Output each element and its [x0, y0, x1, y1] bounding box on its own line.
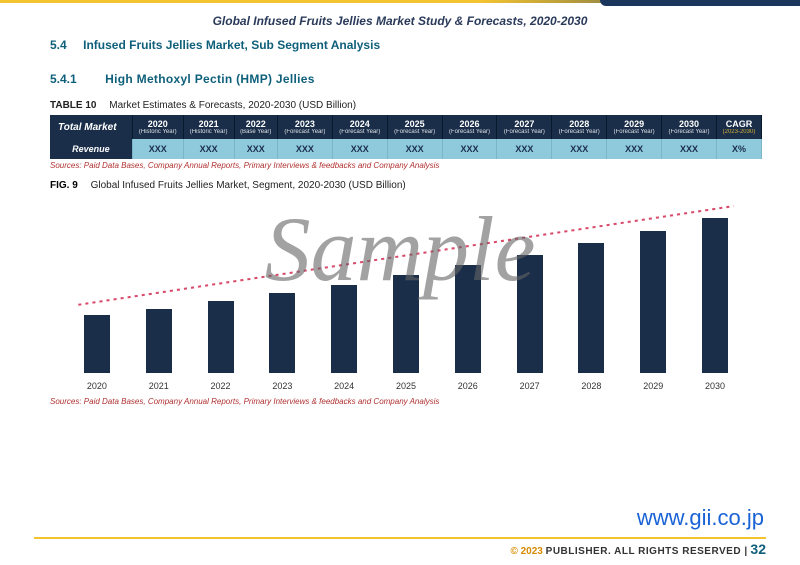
- year-col-6: 2026(Forecast Year): [442, 115, 497, 139]
- x-label: 2029: [622, 381, 684, 391]
- market-table: Total Market 2020(Historic Year) 2021(Hi…: [50, 115, 762, 159]
- bar: [208, 301, 234, 373]
- cell-8: XXX: [552, 139, 607, 159]
- bar: [578, 243, 604, 373]
- cell-5: XXX: [387, 139, 442, 159]
- copyright: © 2023: [510, 546, 542, 557]
- year-col-2: 2022(Base Year): [234, 115, 277, 139]
- figure-caption: FIG. 9 Global Infused Fruits Jellies Mar…: [50, 180, 762, 191]
- x-label: 2025: [375, 381, 437, 391]
- section-number: 5.4: [50, 38, 67, 52]
- table-data-row: Revenue XXX XXX XXX XXX XXX XXX XXX XXX …: [50, 139, 762, 159]
- year-col-5: 2025(Forecast Year): [387, 115, 442, 139]
- x-label: 2024: [313, 381, 375, 391]
- bar: [640, 231, 666, 373]
- year-col-8: 2028(Forecast Year): [552, 115, 607, 139]
- x-axis-labels: 2020202120222023202420252026202720282029…: [60, 381, 752, 391]
- bar-col: [622, 231, 684, 373]
- x-label: 2030: [684, 381, 746, 391]
- bar-col: [190, 301, 252, 373]
- subsection-number: 5.4.1: [50, 72, 77, 86]
- lead-header-top: Total Market: [58, 122, 117, 133]
- cell-10: XXX: [662, 139, 717, 159]
- x-label: 2023: [251, 381, 313, 391]
- bar-col: [313, 285, 375, 373]
- cagr-header: CAGR(2023-2030): [716, 115, 761, 139]
- table-lead-header: Total Market: [50, 115, 132, 139]
- bar-col: [128, 309, 190, 373]
- bar-col: [437, 265, 499, 373]
- bar-col: [66, 315, 128, 373]
- bar: [517, 255, 543, 373]
- cell-7: XXX: [497, 139, 552, 159]
- bar: [702, 218, 728, 373]
- footer: © 2023 PUBLISHER. ALL RIGHTS RESERVED | …: [510, 541, 766, 557]
- website-url: www.gii.co.jp: [637, 505, 764, 531]
- table-label: TABLE 10: [50, 100, 97, 111]
- subsection-title: High Methoxyl Pectin (HMP) Jellies: [105, 72, 315, 86]
- section-title: Infused Fruits Jellies Market, Sub Segme…: [83, 38, 380, 52]
- year-col-10: 2030(Forecast Year): [662, 115, 717, 139]
- row-lead: Revenue: [50, 139, 132, 159]
- bar-col: [499, 255, 561, 373]
- section-heading: 5.4 Infused Fruits Jellies Market, Sub S…: [50, 36, 762, 54]
- cell-9: XXX: [607, 139, 662, 159]
- x-label: 2028: [561, 381, 623, 391]
- year-col-9: 2029(Forecast Year): [607, 115, 662, 139]
- year-col-7: 2027(Forecast Year): [497, 115, 552, 139]
- bar-col: [561, 243, 623, 373]
- year-col-4: 2024(Forecast Year): [332, 115, 387, 139]
- bar: [84, 315, 110, 373]
- cell-3: XXX: [277, 139, 332, 159]
- cell-4: XXX: [332, 139, 387, 159]
- publisher-text: PUBLISHER. ALL RIGHTS RESERVED |: [546, 546, 748, 557]
- bar-col: [251, 293, 313, 373]
- bar-col: [375, 275, 437, 373]
- bar: [393, 275, 419, 373]
- subsection-heading: 5.4.1 High Methoxyl Pectin (HMP) Jellies: [50, 70, 762, 88]
- figure-sources: Sources: Paid Data Bases, Company Annual…: [50, 397, 762, 406]
- table-header-row: Total Market 2020(Historic Year) 2021(Hi…: [50, 115, 762, 139]
- x-label: 2027: [499, 381, 561, 391]
- year-col-1: 2021(Historic Year): [183, 115, 234, 139]
- year-col-0: 2020(Historic Year): [132, 115, 183, 139]
- bars-container: [60, 213, 752, 373]
- figure-description: Global Infused Fruits Jellies Market, Se…: [91, 180, 406, 191]
- cell-6: XXX: [442, 139, 497, 159]
- content-area: 5.4 Infused Fruits Jellies Market, Sub S…: [0, 36, 800, 406]
- x-label: 2022: [190, 381, 252, 391]
- x-label: 2021: [128, 381, 190, 391]
- bar: [146, 309, 172, 373]
- table-description: Market Estimates & Forecasts, 2020-2030 …: [109, 100, 356, 111]
- x-label: 2026: [437, 381, 499, 391]
- x-label: 2020: [66, 381, 128, 391]
- cell-2: XXX: [234, 139, 277, 159]
- cell-1: XXX: [183, 139, 234, 159]
- bar: [455, 265, 481, 373]
- figure-label: FIG. 9: [50, 180, 78, 191]
- year-col-3: 2023(Forecast Year): [277, 115, 332, 139]
- cell-0: XXX: [132, 139, 183, 159]
- footer-accent-line: [34, 537, 766, 539]
- table-caption: TABLE 10 Market Estimates & Forecasts, 2…: [50, 100, 762, 111]
- page-number: 32: [750, 541, 766, 557]
- bar: [269, 293, 295, 373]
- table-sources: Sources: Paid Data Bases, Company Annual…: [50, 161, 762, 170]
- bar-chart: 2020202120222023202420252026202720282029…: [60, 201, 752, 391]
- bar: [331, 285, 357, 373]
- top-dark-corner: [600, 0, 800, 6]
- bar-col: [684, 218, 746, 373]
- cell-cagr: X%: [716, 139, 761, 159]
